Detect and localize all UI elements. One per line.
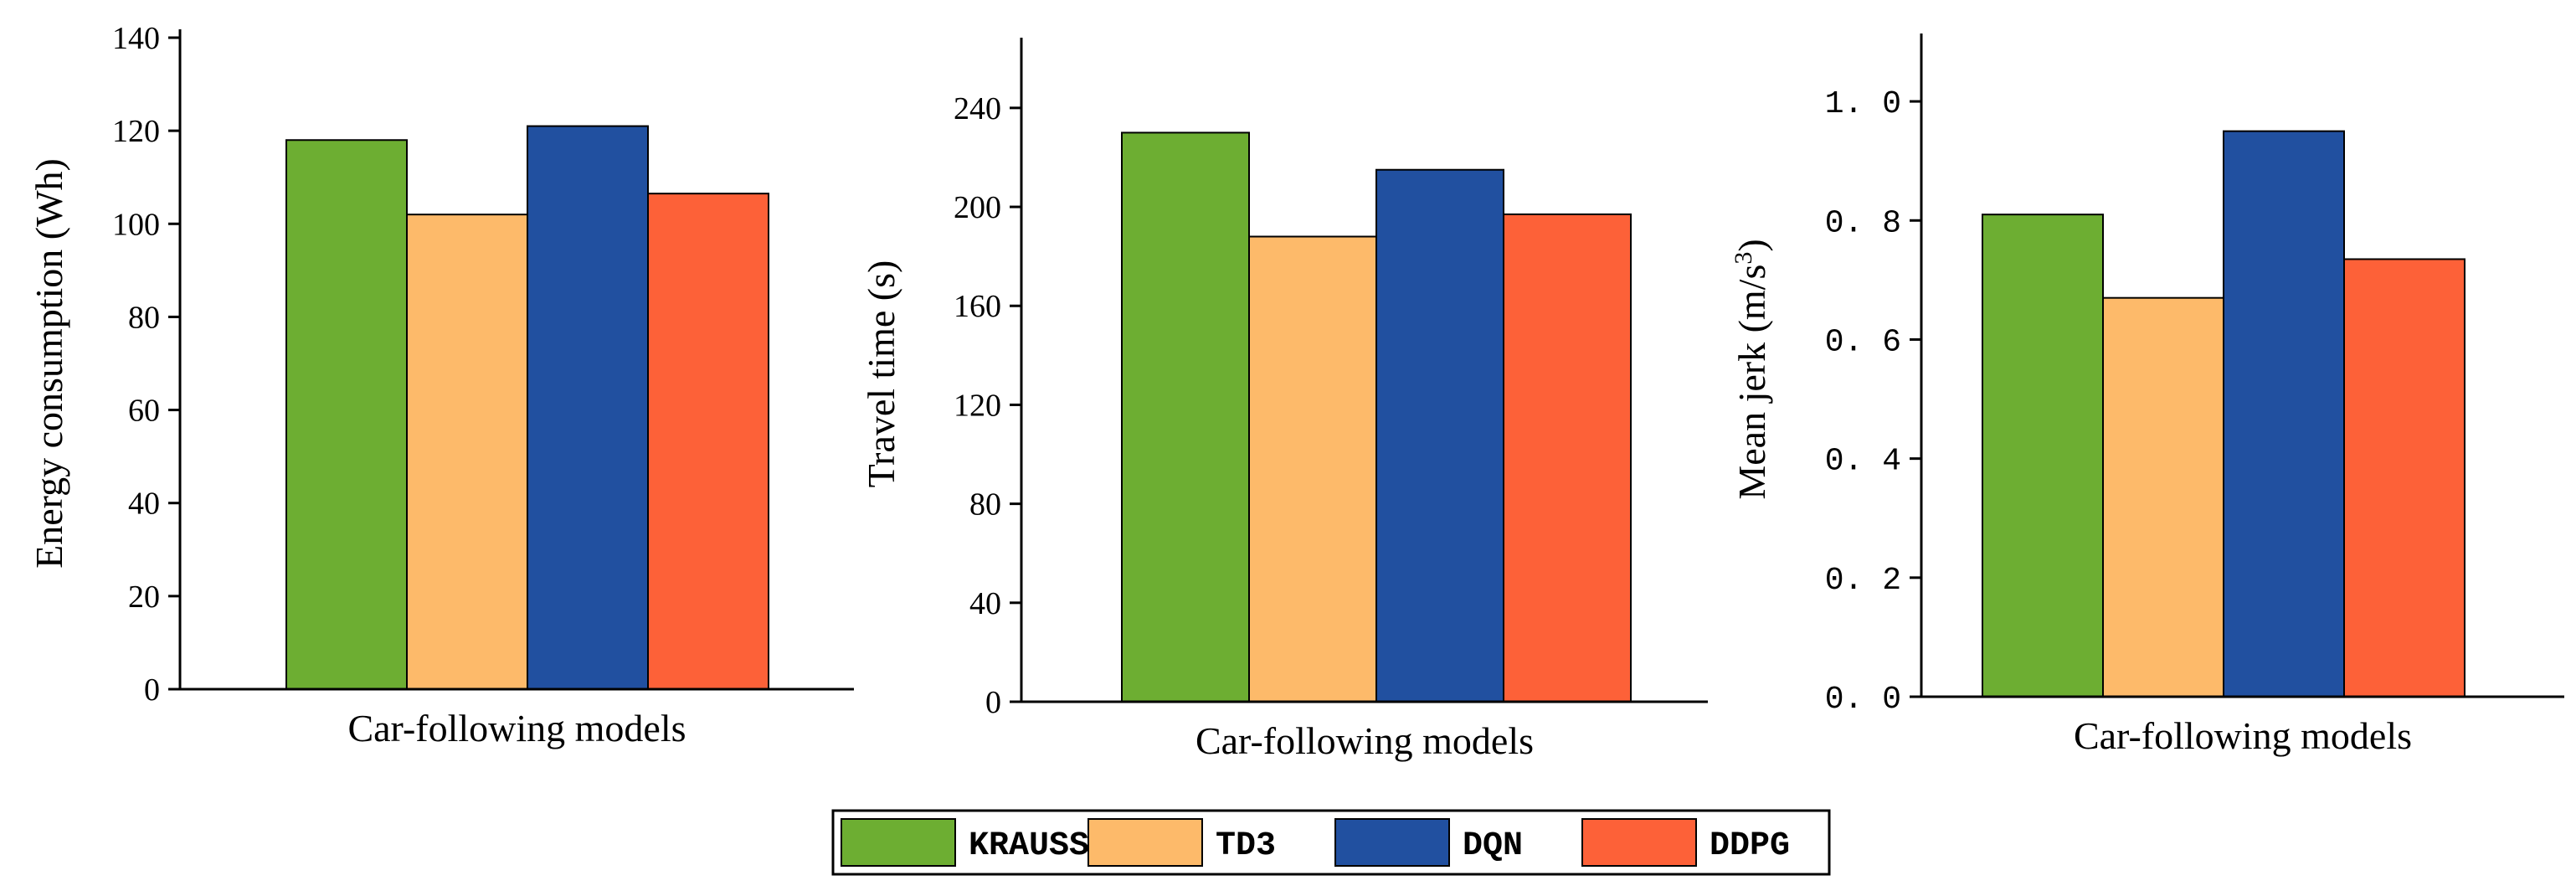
y-tick-label: 200 <box>954 190 1001 225</box>
bar-td3 <box>2102 296 2224 698</box>
y-tick-label: 0. 8 <box>1825 205 1901 241</box>
y-tick-label: 0. 4 <box>1825 444 1901 480</box>
bar-td3 <box>1248 235 1377 703</box>
legend-swatch-krauss <box>841 818 956 867</box>
y-tick-label: 240 <box>954 91 1001 126</box>
y-tick-label: 80 <box>128 300 160 335</box>
bar-td3 <box>406 214 528 690</box>
x-axis-label: Car-following models <box>2074 714 2412 757</box>
legend-label-td3: TD3 <box>1216 827 1276 865</box>
bar-krauss <box>285 139 408 690</box>
bar-ddpg <box>647 193 769 690</box>
y-tick-label: 0 <box>985 685 1001 720</box>
y-tick-label: 100 <box>112 207 160 242</box>
y-tick-label: 40 <box>128 487 160 522</box>
y-tick-label: 120 <box>112 114 160 149</box>
y-axis-label: Travel time (s) <box>860 260 902 488</box>
y-tick-label: 1. 0 <box>1825 86 1901 122</box>
y-tick-label: 160 <box>954 289 1001 324</box>
x-axis-label: Car-following models <box>347 707 686 749</box>
legend-label-krauss: KRAUSS <box>969 827 1089 865</box>
y-tick-label: 20 <box>128 579 160 615</box>
legend-swatch-td3 <box>1087 818 1203 867</box>
legend-swatch-dqn <box>1334 818 1450 867</box>
bar-krauss <box>1982 214 2104 698</box>
legend-swatch-ddpg <box>1581 818 1697 867</box>
x-axis-label: Car-following models <box>1195 719 1534 762</box>
y-tick-label: 0. 0 <box>1825 682 1901 718</box>
bar-ddpg <box>1503 213 1632 703</box>
energy-consumption-chart: 0 20 40 60 80 100 120 140 Car-following models En… <box>28 21 854 749</box>
bar-dqn <box>2223 130 2345 698</box>
bar-ddpg <box>2343 258 2465 698</box>
bar-dqn <box>1375 168 1504 703</box>
y-axis-label: Mean jerk (m/s3) <box>1730 239 1774 499</box>
y-tick-label: 140 <box>112 21 160 56</box>
y-axis-label: Energy consumption (Wh) <box>28 158 70 569</box>
y-tick-label: 0. 2 <box>1825 563 1901 599</box>
bar-dqn <box>527 125 649 691</box>
y-tick-label: 120 <box>954 388 1001 423</box>
mean-jerk-chart: 0. 0 0. 2 0. 4 0. 6 0. 8 1. 0 Car-following mo… <box>1730 33 2564 757</box>
legend-label-ddpg: DDPG <box>1710 827 1790 865</box>
y-tick-label: 0 <box>144 672 160 708</box>
legend: KRAUSS TD3 DQN DDPG <box>831 809 1831 876</box>
bar-krauss <box>1121 131 1250 703</box>
y-tick-label: 0. 6 <box>1825 324 1901 360</box>
y-tick-label: 40 <box>969 586 1001 621</box>
legend-label-dqn: DQN <box>1463 827 1523 865</box>
y-tick-label: 60 <box>128 394 160 429</box>
y-tick-label: 80 <box>969 487 1001 523</box>
travel-time-chart: 0 40 80 120 160 200 240 Car-following models Tra… <box>860 38 1708 762</box>
